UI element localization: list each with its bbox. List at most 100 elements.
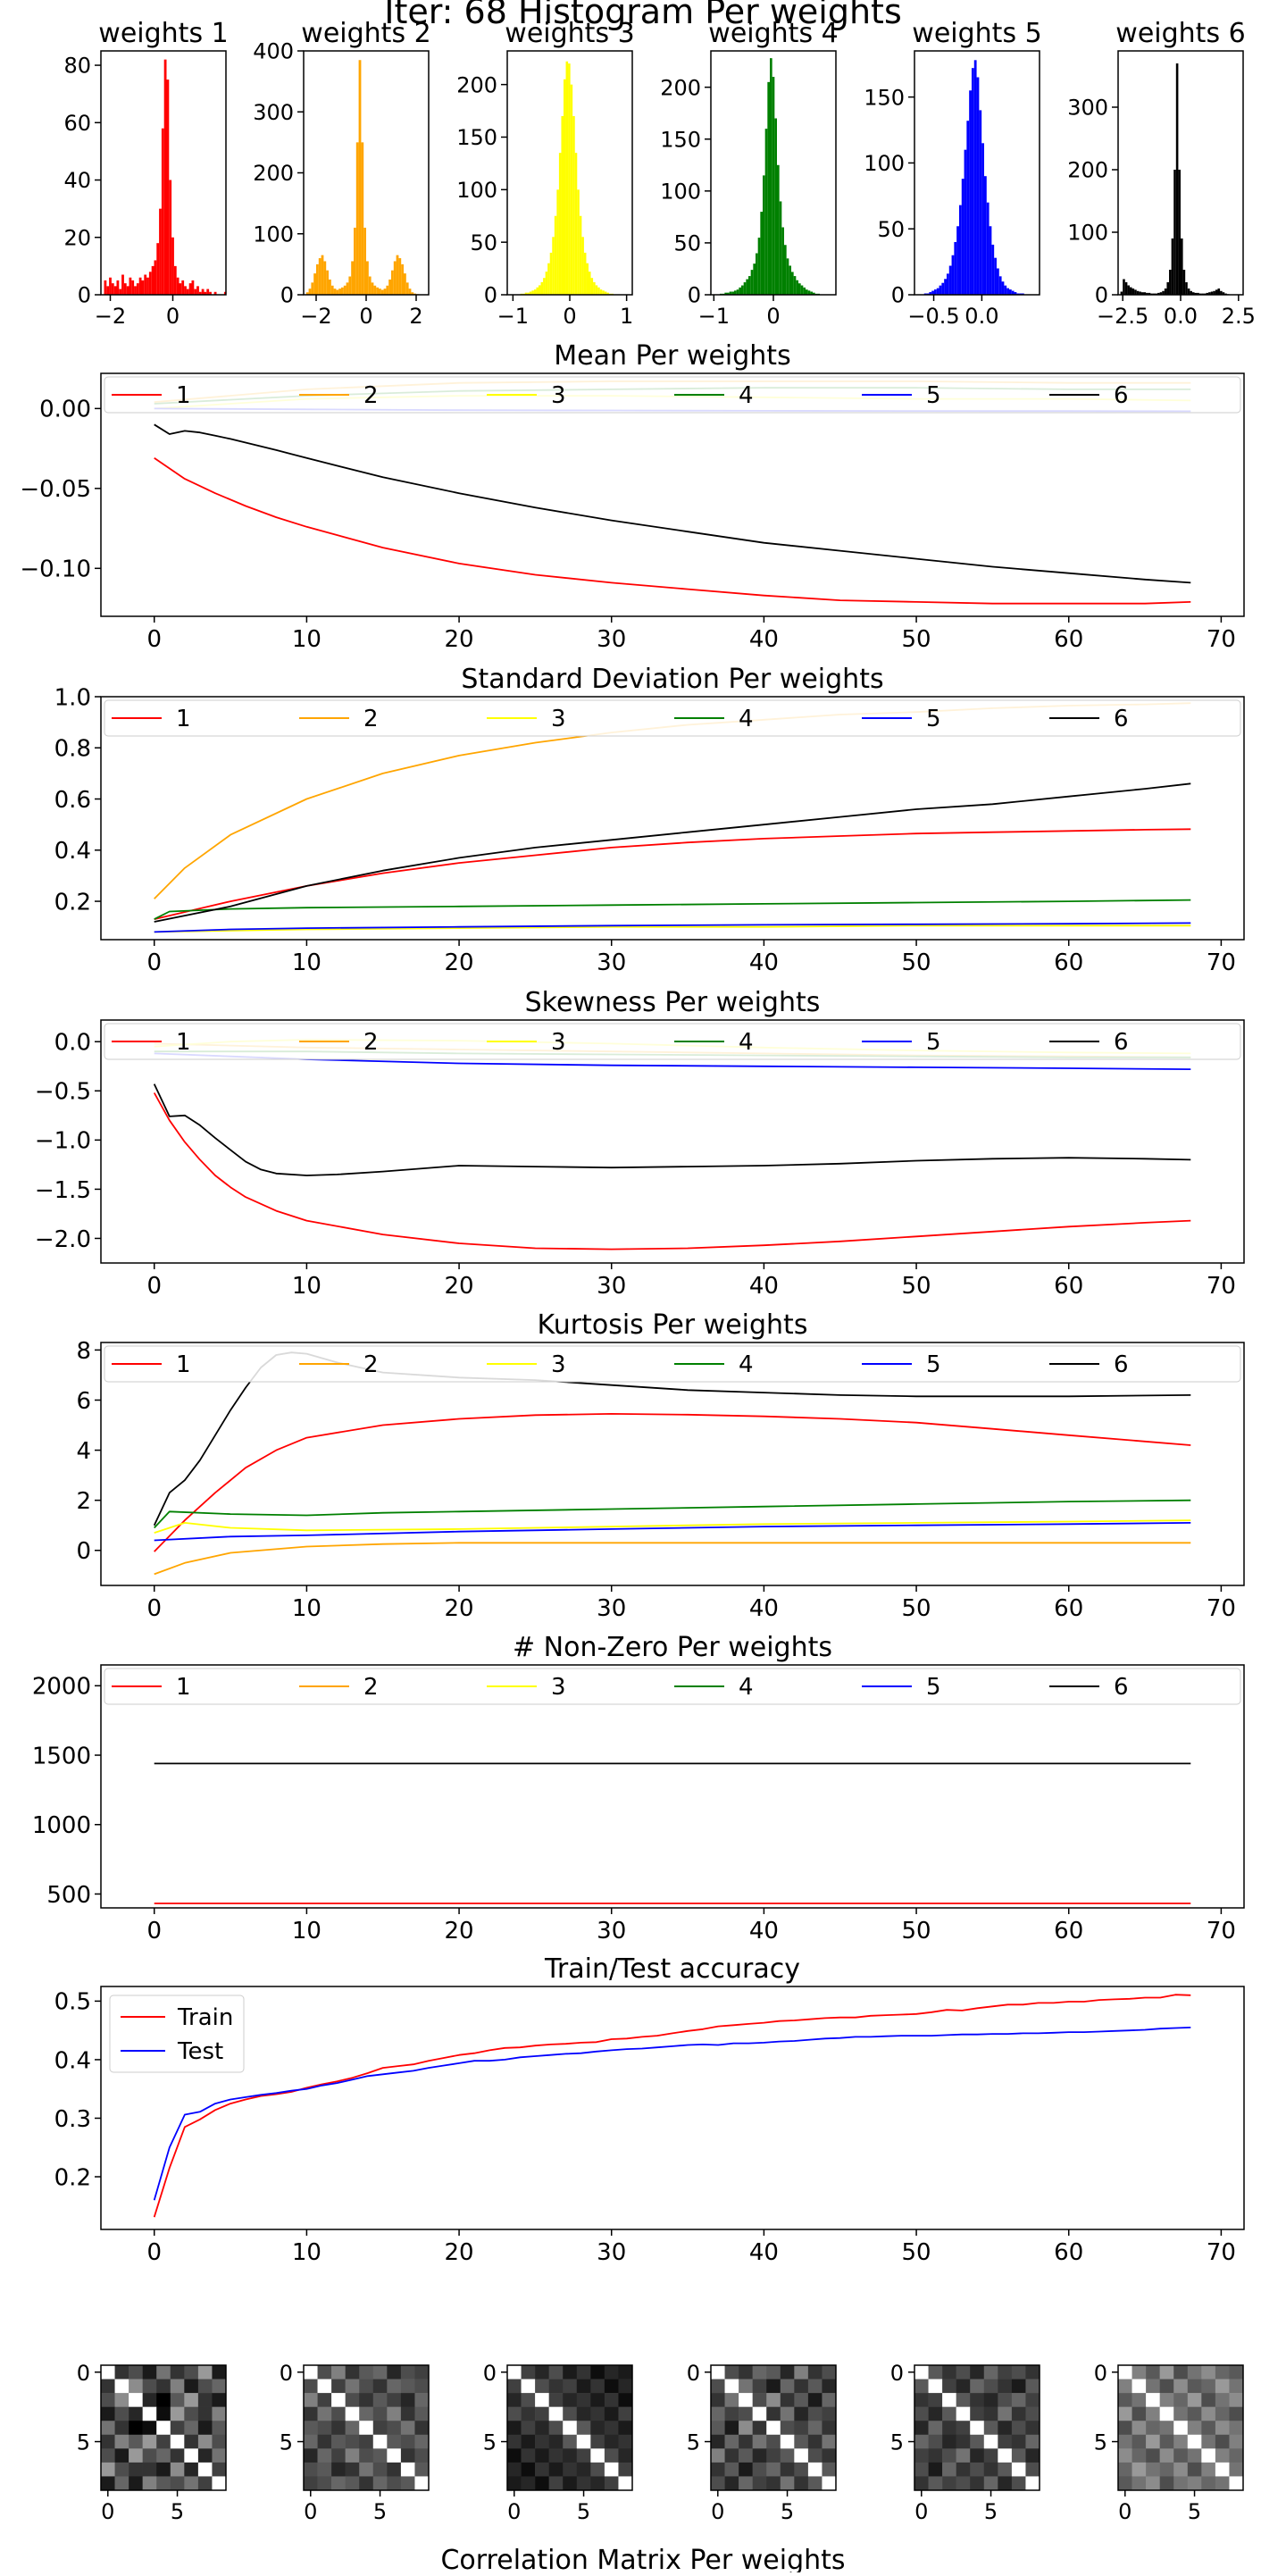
heatmap-cell (1025, 2365, 1040, 2379)
y-tick-label: 0.2 (54, 2164, 91, 2191)
heatmap-cell (1132, 2421, 1147, 2436)
heatmap-cell (970, 2421, 985, 2436)
histogram-bar (806, 289, 808, 295)
x-tick-label: 60 (1054, 1918, 1083, 1945)
histogram-bar (583, 252, 587, 295)
heatmap-cell (1215, 2476, 1230, 2491)
heatmap-cell (142, 2421, 157, 2436)
histogram-bar (1217, 289, 1221, 295)
x-tick-label: −1 (497, 304, 529, 329)
heatmap-cell (1011, 2462, 1026, 2477)
y-tick-label: 8 (76, 1338, 91, 1365)
heatmap-cell (372, 2434, 388, 2449)
histogram-bar (313, 273, 316, 295)
x-tick-label: 30 (597, 949, 626, 976)
histogram-bar (398, 258, 402, 295)
subplot-title: Standard Deviation Per weights (461, 664, 883, 695)
heatmap-cell (724, 2476, 739, 2491)
heatmap-cell (956, 2462, 971, 2477)
histogram-bars (104, 59, 226, 295)
heatmap-cell (942, 2448, 956, 2463)
series-line-5 (154, 1522, 1191, 1542)
x-tick-label: 10 (292, 1595, 322, 1622)
histogram-bar (543, 278, 546, 295)
heatmap-cell (414, 2379, 430, 2394)
histogram-bar (379, 289, 381, 295)
series-line-3 (154, 924, 1191, 933)
histogram-bar (577, 189, 580, 295)
heatmap-cell (114, 2393, 129, 2407)
heatmap-cell (304, 2379, 318, 2394)
heatmap-cell (197, 2434, 213, 2449)
x-tick-label: 30 (597, 1918, 626, 1945)
heatmap-cell (359, 2448, 374, 2463)
correlation-matrix-5: 0 5 0 5 (890, 2361, 1040, 2524)
heatmap-cell (590, 2476, 605, 2491)
x-tick-label: 40 (749, 949, 779, 976)
axes-frame (100, 372, 1245, 617)
heatmap-cell (142, 2406, 157, 2421)
x-tick-label: 60 (1054, 949, 1083, 976)
histogram-bar (1194, 292, 1198, 295)
heatmap-cell (548, 2406, 564, 2421)
histogram-bar (1143, 292, 1147, 295)
x-tick-label: −2.5 (1097, 304, 1148, 329)
heatmap-cell (414, 2393, 430, 2407)
histogram-bar (1146, 292, 1148, 295)
histogram-bar (1173, 170, 1176, 295)
heatmap-cell (400, 2448, 415, 2463)
series-line-4 (154, 1499, 1191, 1529)
subplot-title: Skewness Per weights (525, 987, 821, 1018)
heatmap-cell (1159, 2421, 1174, 2436)
heatmap-cell (1201, 2393, 1216, 2407)
heatmap-cell (372, 2448, 388, 2463)
x-tick-label: 40 (749, 1273, 779, 1300)
heatmap-cell (212, 2379, 227, 2394)
heatmap-cell (914, 2448, 929, 2463)
heatmap-cell (414, 2406, 430, 2421)
histogram-bar (590, 278, 594, 295)
heatmap-cell (114, 2406, 129, 2421)
histogram-bar (951, 255, 955, 295)
histogram-bar (736, 289, 739, 295)
heatmap-cell (563, 2421, 578, 2436)
histogram-bar (954, 241, 957, 295)
x-tick-label: 20 (445, 1273, 474, 1300)
heatmap-cell (1118, 2462, 1132, 2477)
legend-label-train: Train (177, 2004, 233, 2031)
histogram-bar (123, 283, 127, 295)
heatmap-cell (184, 2448, 199, 2463)
heatmap-cell (414, 2421, 430, 2436)
heatmap-cell (1201, 2462, 1216, 2477)
heatmap-cell (1229, 2434, 1244, 2449)
x-tick-label: 0 (146, 1918, 162, 1945)
histogram-bars (520, 61, 614, 295)
histogram-bar (1127, 285, 1130, 295)
y-tick-label: 5 (280, 2430, 293, 2455)
x-tick-label: 20 (445, 626, 474, 653)
x-tick-label: 20 (445, 1918, 474, 1945)
histogram-bar (126, 286, 129, 295)
heatmap-cell (1146, 2406, 1160, 2421)
histogram-bar (336, 289, 339, 295)
x-tick-label: 20 (445, 1595, 474, 1622)
heatmap-cell (535, 2462, 549, 2477)
y-tick-label: 0.2 (54, 889, 91, 916)
histogram-bar (731, 291, 734, 295)
histogram-bar (979, 110, 982, 295)
histogram-bar (405, 282, 409, 295)
heatmap-cell (156, 2448, 171, 2463)
heatmap-cell (359, 2379, 374, 2394)
heatmap-cell (197, 2406, 213, 2421)
x-tick-label: 5 (781, 2499, 794, 2524)
series-line-5 (154, 922, 1191, 933)
heatmap-cell (822, 2476, 837, 2491)
heatmap-cell (780, 2379, 795, 2394)
heatmap-cell (1118, 2434, 1132, 2449)
heatmap-cell (101, 2476, 115, 2491)
heatmap-cell (711, 2448, 725, 2463)
heatmap-cell (212, 2365, 227, 2379)
heatmap-cell (507, 2421, 522, 2436)
y-tick-label: 50 (470, 230, 497, 255)
x-tick-label: 50 (902, 626, 931, 653)
